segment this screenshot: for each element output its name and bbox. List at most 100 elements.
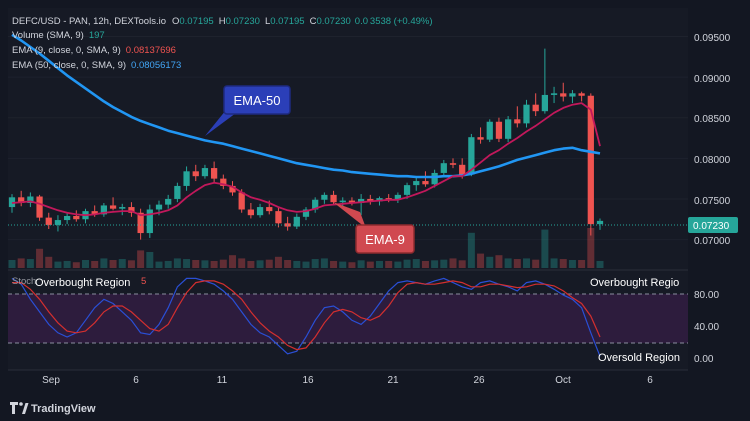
volume-bar [366,261,374,268]
volume-bar [421,260,429,268]
candle-body [330,194,337,203]
tradingview-icon [10,402,18,414]
volume-bar [146,252,154,268]
overbought-label-right: Overbought Regio [590,277,679,289]
candle-body [569,93,576,97]
candle-body [45,217,52,225]
volume-bar [568,260,576,268]
plot-area [8,8,688,370]
ema50-callout-pointer [205,110,236,136]
ema9-legend: EMA (9, close, 0, SMA, 9) 0.08137696 [12,45,176,56]
x-axis: Sep 6 11 16 21 26 Oct 6 [42,375,653,386]
candle-body [266,207,273,212]
candle-body [367,198,374,202]
volume-bar [164,260,172,268]
candles [8,48,604,240]
volume-bar [477,253,485,268]
stoch-tick: 40.00 [694,322,719,333]
volume-bar [201,260,209,268]
stoch-tick: 80.00 [694,290,719,301]
candle-body [64,216,71,221]
tradingview-logo[interactable]: TradingView [10,402,96,415]
candle-body [128,207,135,213]
volume-bar [100,258,108,268]
candle-body [165,198,172,205]
stoch-legend-value: 5 [141,276,146,287]
candle-body [275,211,282,224]
volume-bar [495,255,503,268]
legend-header: DEFC/USD - PAN, 12h, DEXTools.io O0.07195… [12,16,433,27]
price-axis: 0.09500 0.09000 0.08500 0.08000 0.07500 … [694,33,731,247]
volume-bar [559,259,567,268]
volume-bar [219,259,227,268]
volume-bar [532,259,540,268]
volume-bar [54,261,62,268]
volume-bar [339,261,347,268]
candle-body [587,95,594,225]
volume-bar [578,260,586,268]
ema9-callout: EMA-9 [333,202,415,254]
candle-body [394,194,401,200]
candle-body [468,137,475,175]
volume-bar [247,260,255,268]
ema50-legend: EMA (50, close, 0, SMA, 9) 0.08056173 [12,60,181,71]
candle-body [403,185,411,195]
price-tick: 0.07500 [694,196,731,207]
ema50-callout: EMA-50 [205,85,291,136]
candle-body [229,185,236,193]
legend: DEFC/USD - PAN, 12h, DEXTools.io O0.07195… [12,16,433,287]
volume-bar [229,255,236,268]
stoch-axis: 80.00 40.00 0.00 [694,290,719,365]
volume-bar [82,260,89,268]
price-tick: 0.08500 [694,114,731,125]
x-tick: 21 [387,375,399,386]
x-tick: Sep [42,375,60,386]
volume-bar [127,260,135,268]
candle-body [119,207,126,209]
candle-body [348,200,356,203]
price-tick: 0.09000 [694,74,731,85]
candle-body [73,216,80,220]
oversold-label: Oversold Region [598,352,680,364]
volume-bar [284,260,292,268]
volume-bar [118,259,126,268]
x-tick: 6 [133,375,139,386]
volume-bar [26,259,34,268]
x-tick: 11 [217,375,228,386]
volume-bars [8,228,604,268]
candle-body [449,163,457,165]
volume-bar [486,256,494,268]
volume-bar [183,259,191,268]
volume-bar [550,258,558,268]
stoch-legend: Stoch [12,276,36,287]
x-tick: 6 [647,375,653,386]
volume-bar [504,258,512,268]
volume-bar [210,260,218,268]
x-tick: 16 [302,375,314,386]
candle-body [321,194,328,200]
volume-bar [302,261,310,268]
volume-bar [523,258,530,268]
x-tick: 26 [473,375,485,386]
volume-bar [449,258,457,268]
candle-body [201,168,209,177]
volume-bar [91,260,99,268]
volume-bar [256,260,264,268]
stoch-tick: 0.00 [694,354,714,365]
volume-bar [513,259,521,268]
candle-body [36,196,43,218]
ema50-callout-box [223,85,291,115]
volume-bar [320,258,328,268]
candle-body [477,137,484,140]
candle-body [155,204,163,210]
current-price-label: 0.07230 [693,221,730,232]
volume-bar [265,259,273,268]
candle-body [302,209,310,217]
volume-bar [72,262,80,268]
volume-bar [431,260,439,268]
tradingview-icon-dot [19,402,23,406]
volume-bar [238,258,246,268]
volume-bar [8,260,16,268]
candle-body [137,212,144,234]
